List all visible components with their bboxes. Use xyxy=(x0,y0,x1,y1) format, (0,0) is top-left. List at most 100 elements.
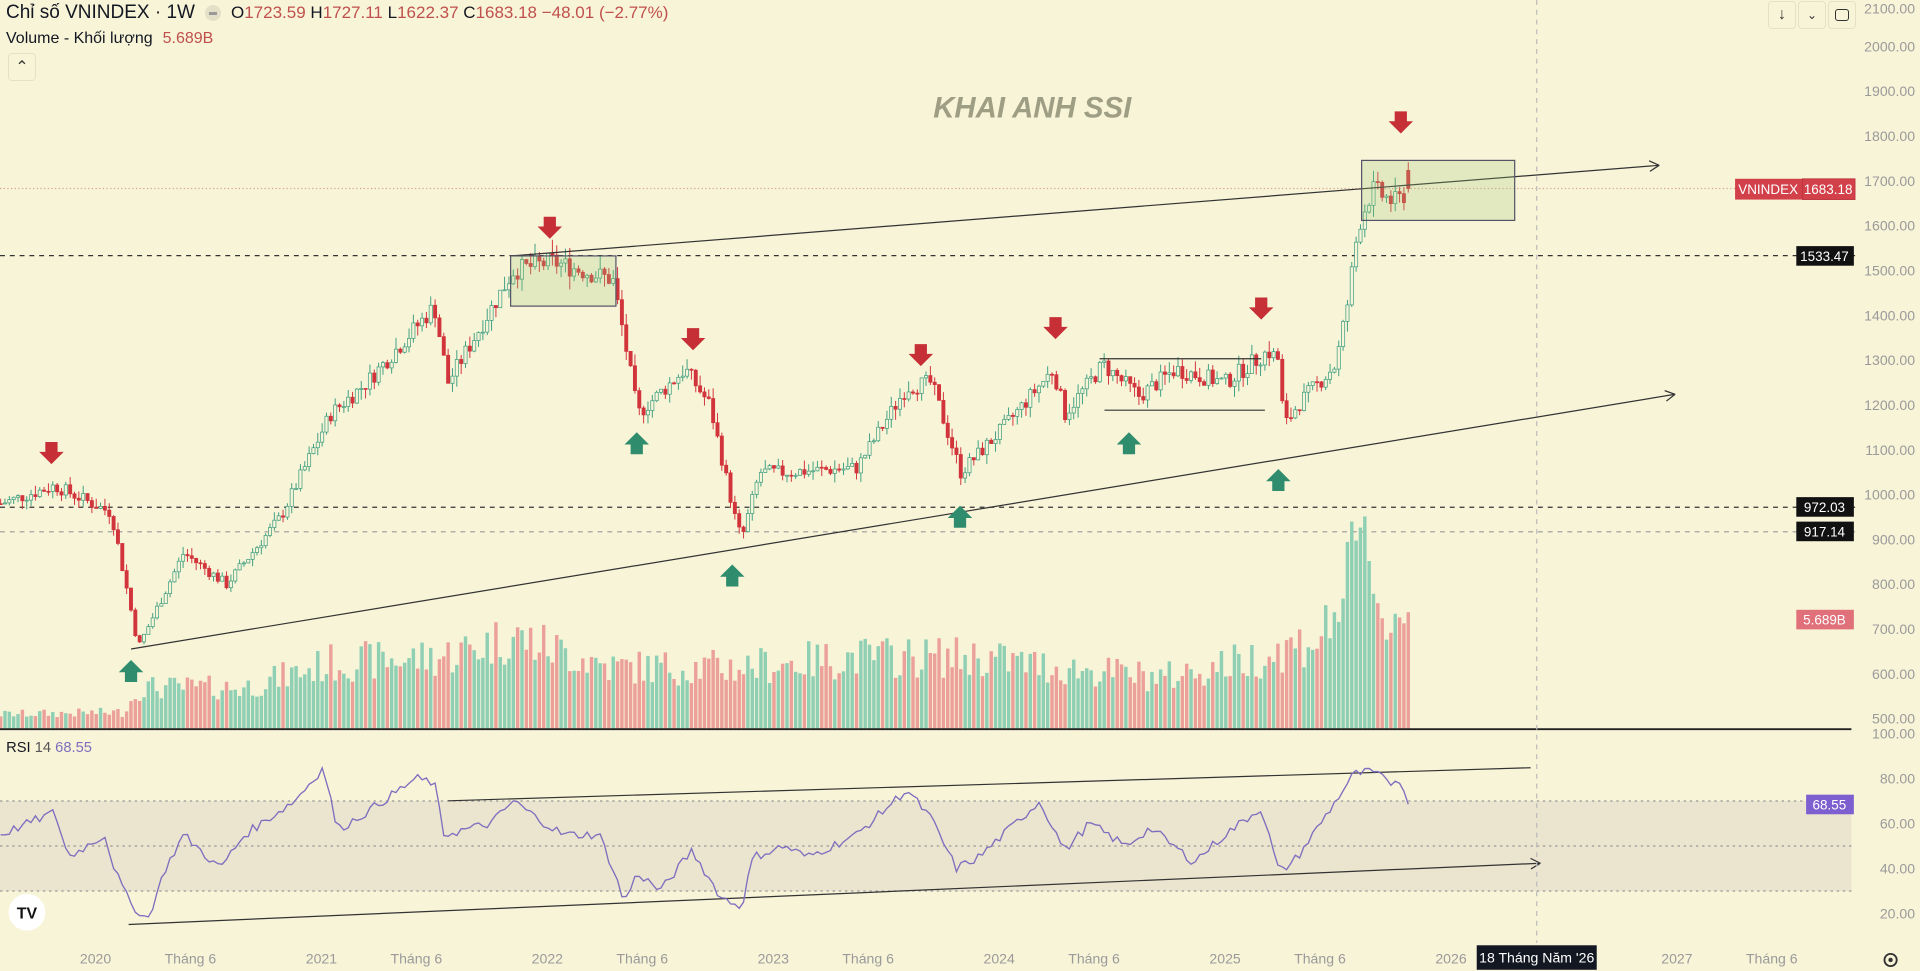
volume-bar xyxy=(1363,516,1367,729)
candle-up xyxy=(29,494,34,501)
volume-bar xyxy=(185,677,190,729)
candle-down xyxy=(837,468,842,471)
volume-bar xyxy=(815,644,820,729)
candle-up xyxy=(1076,393,1081,408)
collapse-legend-button[interactable]: ⌃ xyxy=(8,53,36,81)
volume-bar xyxy=(1019,651,1024,729)
volume-bar xyxy=(346,678,350,729)
volume-bar xyxy=(7,711,12,729)
arrow-head xyxy=(1664,390,1676,395)
drawings[interactable] xyxy=(39,111,1676,926)
volume-bar xyxy=(68,713,72,729)
candle-up xyxy=(389,361,394,369)
svg-text:917.14: 917.14 xyxy=(1804,524,1846,539)
candle-up xyxy=(246,558,251,564)
volume-bar xyxy=(637,651,641,729)
volume-bar xyxy=(94,713,98,729)
candle-up xyxy=(963,472,968,479)
price-axis[interactable]: 2100.00 2000.00 1900.00 1800.00 1700.00 1600.… xyxy=(1864,0,1915,921)
volume-bar xyxy=(237,695,242,729)
candle-down xyxy=(137,635,142,643)
fullscreen-button[interactable] xyxy=(1828,1,1856,29)
tradingview-logo[interactable]: TV xyxy=(8,893,46,931)
candle-up xyxy=(585,274,590,279)
time-tick: Tháng 6 xyxy=(165,951,217,967)
candle-down xyxy=(911,391,915,394)
volume-bar xyxy=(437,659,442,729)
settings-gear-icon[interactable] xyxy=(1883,952,1898,968)
candle-up xyxy=(376,366,381,383)
volume-bar xyxy=(672,679,676,729)
candle-down xyxy=(437,317,442,338)
time-tick: Tháng 6 xyxy=(616,951,668,967)
arrow-head xyxy=(1530,862,1541,870)
change-value: −48.01 (−2.77%) xyxy=(541,3,669,22)
candle-down xyxy=(20,495,25,502)
candle-down xyxy=(802,469,807,475)
volume-bar xyxy=(1371,593,1376,729)
volume-bar xyxy=(828,666,833,729)
volume-bars xyxy=(0,516,1410,729)
candle-up xyxy=(1371,181,1376,206)
volume-bar xyxy=(1310,649,1315,729)
candle-down xyxy=(719,435,724,466)
volume-bar xyxy=(1171,687,1176,729)
candle-up xyxy=(1145,385,1150,401)
candle-up xyxy=(884,418,889,429)
symbol-title[interactable]: Chỉ số VNINDEX · 1W xyxy=(6,2,195,23)
volume-bar xyxy=(1384,639,1389,729)
candle-down xyxy=(1141,396,1146,401)
volume-bar xyxy=(20,709,25,729)
candle-down xyxy=(937,384,942,401)
candle-up xyxy=(967,457,972,474)
candle-down xyxy=(641,407,646,416)
price-tick: 1100.00 xyxy=(1865,442,1915,458)
candle-down xyxy=(602,268,607,275)
candle-down xyxy=(94,506,99,509)
collapse-pane-button[interactable]: ⌄ xyxy=(1798,1,1826,29)
candle-down xyxy=(1136,386,1141,397)
candle-down xyxy=(1267,351,1272,359)
volume-bar xyxy=(124,711,129,729)
candle-down xyxy=(1401,193,1406,204)
candle-up xyxy=(168,581,173,594)
candle-down xyxy=(632,365,637,391)
candle-up xyxy=(1332,368,1337,373)
candle-up xyxy=(354,388,359,404)
volume-bar xyxy=(1163,675,1167,729)
candle-down xyxy=(224,575,229,589)
svg-text:18 Tháng Năm '26: 18 Tháng Năm '26 xyxy=(1479,949,1594,965)
rsi-tick: 60.00 xyxy=(1880,815,1915,831)
candle-down xyxy=(958,454,963,479)
volume-bar xyxy=(559,639,563,729)
time-tick: 2022 xyxy=(532,951,563,967)
scroll-down-button[interactable]: ↓ xyxy=(1768,1,1796,29)
volume-bar xyxy=(1176,680,1180,729)
volume-bar xyxy=(711,650,715,729)
candle-up xyxy=(832,468,837,474)
volume-bar xyxy=(750,668,754,729)
candle-up xyxy=(667,382,672,395)
volume-bar xyxy=(1237,653,1241,729)
candle-up xyxy=(806,470,811,475)
candle-up xyxy=(16,495,20,498)
volume-bar xyxy=(733,680,737,729)
volume-bar xyxy=(1024,672,1028,729)
volume-bar xyxy=(737,669,741,729)
volume-bar xyxy=(298,677,303,729)
candle-up xyxy=(897,398,902,410)
candle-down xyxy=(85,493,90,501)
volume-bar xyxy=(324,674,329,729)
time-axis[interactable]: 2020 Tháng 6 2021 Tháng 6 2022 Tháng 6 2023 Thá… xyxy=(80,951,1798,967)
candle-down xyxy=(111,516,116,531)
volume-bar xyxy=(159,698,164,729)
volume-bar xyxy=(137,700,142,729)
volume-bar xyxy=(615,661,620,729)
candle-down xyxy=(1115,369,1120,376)
volume-label[interactable]: Volume - Khối lượng xyxy=(6,30,153,47)
price-tick: 1000.00 xyxy=(1864,487,1915,503)
volume-bar xyxy=(216,699,220,729)
volume-bar xyxy=(1341,598,1345,729)
rsi-value-badge: 68.55 xyxy=(1806,794,1854,815)
